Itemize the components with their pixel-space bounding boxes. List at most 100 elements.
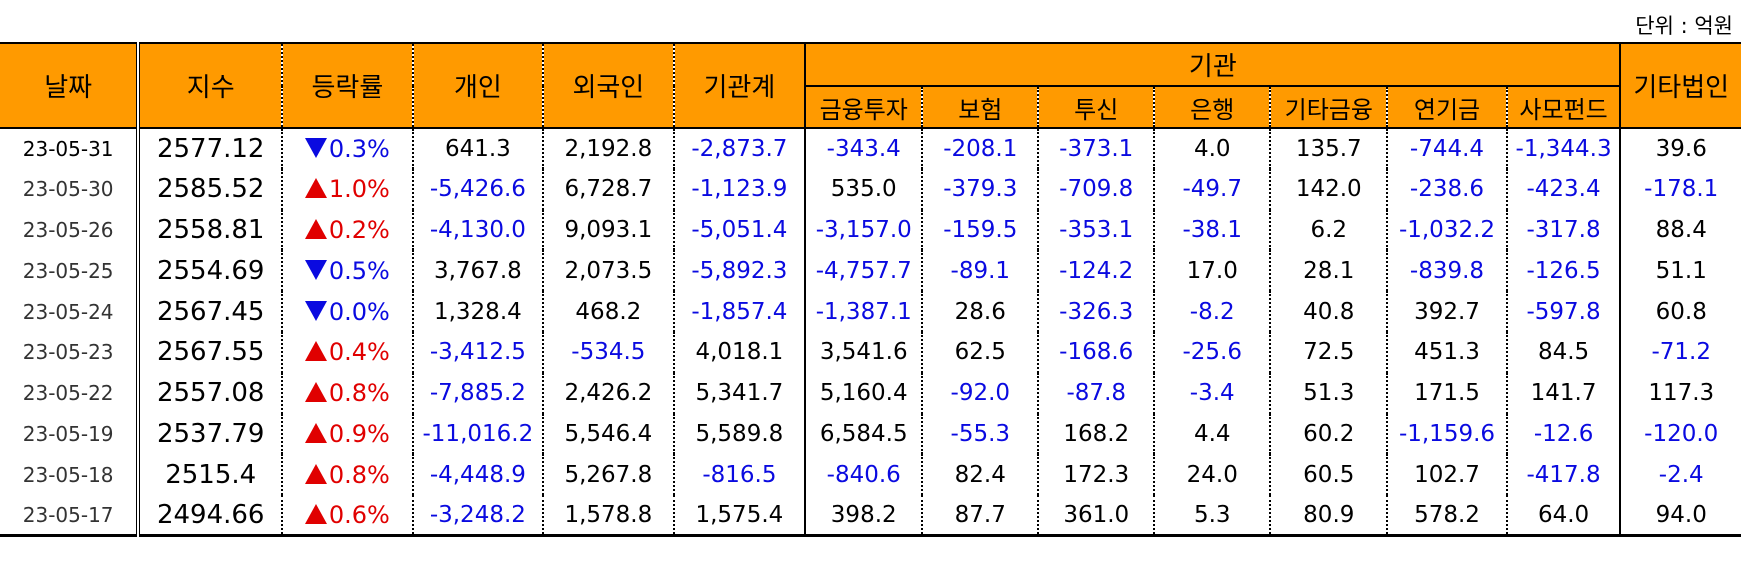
up-triangle-icon <box>304 503 327 524</box>
cell-date: 23-05-19 <box>22 421 114 446</box>
up-triangle-icon <box>304 341 327 362</box>
cell-other-corp: -178.1 <box>1619 168 1741 210</box>
cell-other-finance: 135.7 <box>1269 128 1388 169</box>
change-rate-value: 0.0% <box>328 297 390 326</box>
cell-individual: -7,885.2 <box>411 372 544 414</box>
cell-private-fund: 141.7 <box>1505 372 1621 414</box>
cell-other-finance: 72.5 <box>1269 331 1388 373</box>
cell-bank: -49.7 <box>1153 168 1271 210</box>
cell-financial-investment: 535.0 <box>804 168 923 210</box>
change-rate-value: 0.9% <box>328 419 390 448</box>
up-triangle-icon <box>304 178 327 199</box>
cell-foreigner: 2,192.8 <box>542 128 674 169</box>
cell-investment-trust: -124.2 <box>1037 250 1155 292</box>
cell-change-rate: 0.9% <box>281 413 413 455</box>
cell-bank: -25.6 <box>1153 331 1271 373</box>
cell-insurance: 28.6 <box>921 291 1039 332</box>
cell-foreigner: -534.5 <box>542 331 674 373</box>
cell-date: 23-05-26 <box>22 217 114 242</box>
cell-index: 2577.12 <box>136 128 283 169</box>
cell-investment-trust: 361.0 <box>1037 495 1155 538</box>
header-institution-total: 기관계 <box>672 42 806 129</box>
cell-insurance: -89.1 <box>921 250 1039 292</box>
header-change-rate: 등락률 <box>281 42 413 129</box>
cell-bank: 4.4 <box>1153 413 1271 455</box>
cell-date: 23-05-24 <box>22 299 114 324</box>
table-body: 23-05-31 2577.12 0.3% 641.3 2,192.8 -2,873.7-… <box>0 128 1741 538</box>
unit-label: 단위 : 억원 <box>1635 14 1733 38</box>
cell-bank: -38.1 <box>1153 209 1271 251</box>
cell-bank: 17.0 <box>1153 250 1271 292</box>
up-triangle-icon <box>304 422 327 443</box>
table-row: 23-05-18 2515.4 0.8% -4,448.9 5,267.8 -816.5-… <box>0 454 1741 496</box>
cell-change-rate: 0.5% <box>281 250 413 292</box>
cell-index: 2567.45 <box>136 291 283 332</box>
cell-foreigner: 5,267.8 <box>542 454 674 496</box>
cell-institution-total: -816.5 <box>672 454 806 496</box>
cell-insurance: -92.0 <box>921 372 1039 414</box>
cell-financial-investment: -1,387.1 <box>804 291 923 332</box>
cell-index: 2567.55 <box>136 331 283 373</box>
cell-institution-total: -5,051.4 <box>672 209 806 251</box>
cell-investment-trust: -326.3 <box>1037 291 1155 332</box>
change-rate-value: 0.4% <box>328 338 390 367</box>
cell-change-rate: 0.8% <box>281 372 413 414</box>
cell-bank: 24.0 <box>1153 454 1271 496</box>
change-rate-value: 0.6% <box>328 500 390 529</box>
cell-foreigner: 2,426.2 <box>542 372 674 414</box>
cell-change-rate: 1.0% <box>281 168 413 210</box>
cell-other-finance: 40.8 <box>1269 291 1388 332</box>
cell-other-finance: 142.0 <box>1269 168 1388 210</box>
table-row: 23-05-19 2537.79 0.9% -11,016.2 5,546.4 5,589… <box>0 413 1741 455</box>
cell-pension: 171.5 <box>1386 372 1507 414</box>
cell-index: 2515.4 <box>136 454 283 496</box>
header-insurance: 보험 <box>921 85 1039 129</box>
cell-change-rate: 0.0% <box>281 291 413 332</box>
cell-foreigner: 468.2 <box>542 291 674 332</box>
cell-individual: -5,426.6 <box>411 168 544 210</box>
cell-other-corp: -2.4 <box>1619 454 1741 496</box>
cell-private-fund: 84.5 <box>1505 331 1621 373</box>
cell-bank: 4.0 <box>1153 128 1271 169</box>
cell-date: 23-05-22 <box>22 381 114 406</box>
cell-individual: 641.3 <box>411 128 544 169</box>
header-pension: 연기금 <box>1386 85 1507 129</box>
change-rate-value: 0.8% <box>328 379 390 408</box>
header-private-fund: 사모펀드 <box>1505 85 1621 129</box>
header-date: 날짜 <box>0 42 139 129</box>
cell-institution-total: -2,873.7 <box>672 128 806 169</box>
cell-institution-total: -1,123.9 <box>672 168 806 210</box>
cell-financial-investment: 5,160.4 <box>804 372 923 414</box>
header-other-corp: 기타법인 <box>1619 42 1741 129</box>
cell-date: 23-05-25 <box>22 258 114 283</box>
cell-pension: 102.7 <box>1386 454 1507 496</box>
up-triangle-icon <box>304 463 327 484</box>
cell-private-fund: -417.8 <box>1505 454 1621 496</box>
cell-index: 2585.52 <box>136 168 283 210</box>
cell-financial-investment: 6,584.5 <box>804 413 923 455</box>
cell-foreigner: 5,546.4 <box>542 413 674 455</box>
cell-investment-trust: 168.2 <box>1037 413 1155 455</box>
header-financial-investment: 금융투자 <box>804 85 923 129</box>
cell-investment-trust: -168.6 <box>1037 331 1155 373</box>
cell-institution-total: 1,575.4 <box>672 495 806 538</box>
cell-other-finance: 28.1 <box>1269 250 1388 292</box>
cell-insurance: -55.3 <box>921 413 1039 455</box>
cell-pension: -744.4 <box>1386 128 1507 169</box>
header-bank: 은행 <box>1153 85 1271 129</box>
cell-other-corp: -120.0 <box>1619 413 1741 455</box>
cell-institution-total: -1,857.4 <box>672 291 806 332</box>
up-triangle-icon <box>304 218 327 239</box>
cell-private-fund: -126.5 <box>1505 250 1621 292</box>
cell-other-finance: 60.2 <box>1269 413 1388 455</box>
cell-pension: 578.2 <box>1386 495 1507 538</box>
cell-change-rate: 0.2% <box>281 209 413 251</box>
change-rate-value: 1.0% <box>328 175 390 204</box>
table-row: 23-05-17 2494.66 0.6% -3,248.2 1,578.8 1,575.… <box>0 495 1741 538</box>
cell-other-corp: 88.4 <box>1619 209 1741 251</box>
cell-foreigner: 1,578.8 <box>542 495 674 538</box>
cell-private-fund: -1,344.3 <box>1505 128 1621 169</box>
cell-individual: -3,412.5 <box>411 331 544 373</box>
cell-date: 23-05-23 <box>22 340 114 365</box>
up-triangle-icon <box>304 382 327 403</box>
